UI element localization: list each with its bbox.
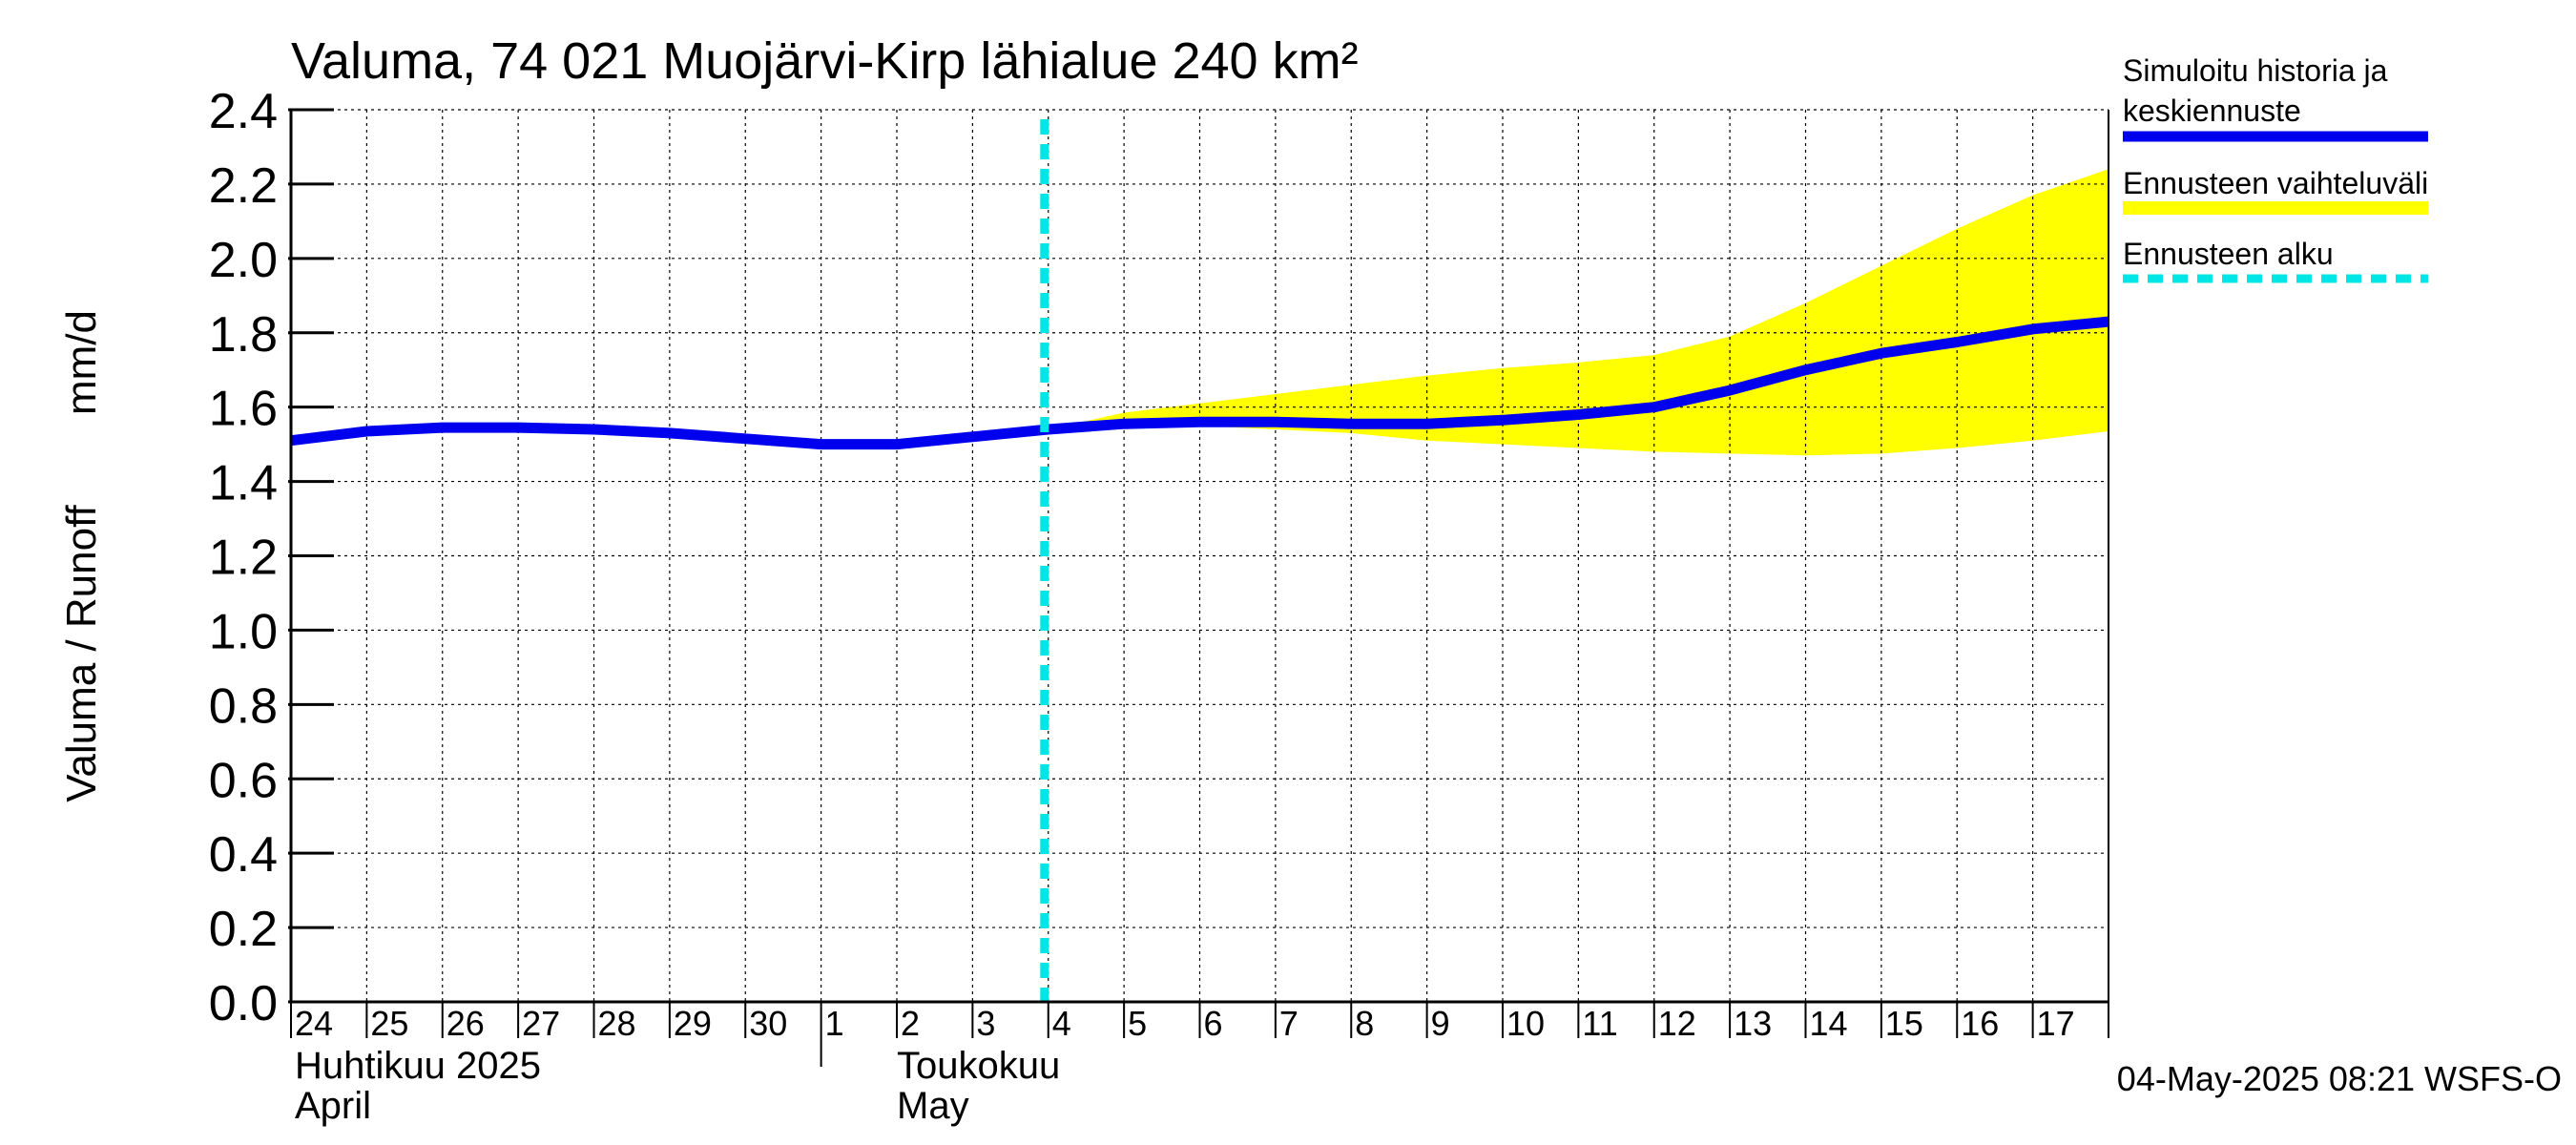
- x-tick-label: 11: [1582, 1004, 1617, 1043]
- x-tick-label: 27: [522, 1004, 560, 1043]
- x-tick-label: 9: [1431, 1004, 1450, 1043]
- forecast-range-band: [1048, 169, 2109, 456]
- month-label-fi: Huhtikuu 2025: [295, 1045, 541, 1087]
- y-tick-label: 1.4: [209, 456, 278, 511]
- month-label-en: May: [897, 1085, 969, 1127]
- x-tick-label: 29: [674, 1004, 712, 1043]
- y-axis-label-left: Valuma / Runoff: [58, 505, 105, 802]
- month-label-fi: Toukokuu: [897, 1045, 1060, 1087]
- x-tick-label: 30: [749, 1004, 787, 1043]
- month-label-en: April: [295, 1085, 371, 1127]
- legend-label-history-line2: keskiennuste: [2123, 94, 2301, 128]
- x-tick-label: 25: [370, 1004, 408, 1043]
- x-tick-label: 6: [1204, 1004, 1223, 1043]
- y-tick-label: 0.2: [209, 902, 278, 957]
- y-tick-label: 1.8: [209, 307, 278, 363]
- legend-label-history-line1: Simuloitu historia ja: [2123, 53, 2388, 88]
- legend-label-forecast-start: Ennusteen alku: [2123, 237, 2334, 271]
- y-axis-label-right: mm/d: [58, 310, 105, 415]
- y-tick-label: 2.4: [209, 84, 278, 139]
- x-tick-label: 7: [1279, 1004, 1298, 1043]
- legend-label-range: Ennusteen vaihteluväli: [2123, 166, 2428, 200]
- y-tick-label: 2.2: [209, 158, 278, 214]
- x-tick-label: 16: [1961, 1004, 1999, 1043]
- legend: Simuloitu historia ja keskiennuste Ennus…: [2123, 53, 2428, 283]
- x-tick-label: 26: [447, 1004, 485, 1043]
- x-tick-label: 5: [1128, 1004, 1147, 1043]
- series-line-simulated-history: [290, 316, 2109, 450]
- x-tick-label: 14: [1810, 1004, 1848, 1043]
- y-tick-label: 0.6: [209, 753, 278, 808]
- chart-title: Valuma, 74 021 Muojärvi-Kirp lähialue 24…: [291, 32, 1359, 90]
- x-tick-label: 8: [1355, 1004, 1374, 1043]
- x-tick-label: 15: [1885, 1004, 1923, 1043]
- y-tick-label: 0.4: [209, 827, 278, 883]
- y-tick-label: 1.6: [209, 382, 278, 437]
- x-tick-label: 1: [825, 1004, 844, 1043]
- y-tick-label: 1.0: [209, 604, 278, 659]
- x-tick-label: 12: [1658, 1004, 1696, 1043]
- x-tick-label: 17: [2037, 1004, 2075, 1043]
- y-tick-label: 0.0: [209, 976, 278, 1031]
- y-tick-label: 2.0: [209, 233, 278, 288]
- x-tick-label: 10: [1506, 1004, 1545, 1043]
- x-tick-label: 3: [976, 1004, 995, 1043]
- x-tick-label: 13: [1734, 1004, 1772, 1043]
- footer-timestamp: 04-May-2025 08:21 WSFS-O: [2117, 1059, 2562, 1098]
- y-tick-label: 0.8: [209, 678, 278, 734]
- y-tick-label: 1.2: [209, 531, 278, 586]
- x-tick-label: 28: [598, 1004, 636, 1043]
- x-tick-label: 4: [1052, 1004, 1071, 1043]
- x-tick-label: 2: [901, 1004, 920, 1043]
- x-tick-label: 24: [295, 1004, 333, 1043]
